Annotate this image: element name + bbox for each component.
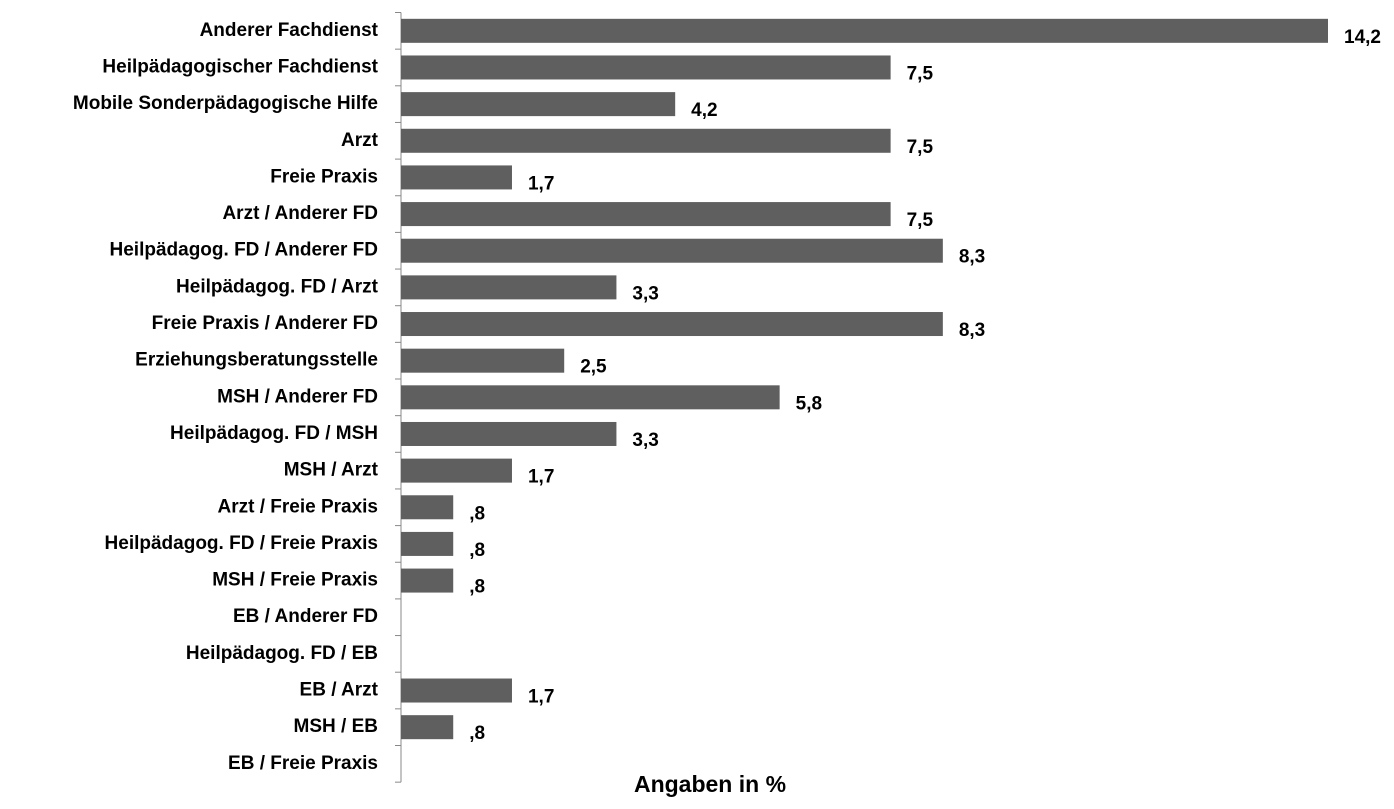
category-label: MSH / Arzt xyxy=(284,460,379,481)
value-label: 14,2 xyxy=(1344,27,1381,48)
category-label: EB / Anderer FD xyxy=(233,606,378,627)
value-label: 5,8 xyxy=(796,393,822,414)
category-label: Heilpädagogischer Fachdienst xyxy=(102,56,378,77)
value-label: 8,3 xyxy=(959,247,985,268)
bar xyxy=(401,165,512,190)
bar xyxy=(401,18,1328,43)
value-label: 7,5 xyxy=(907,210,934,231)
bar xyxy=(401,385,780,410)
value-label: ,8 xyxy=(469,577,485,598)
category-label: MSH / EB xyxy=(294,716,378,737)
bar xyxy=(401,92,676,117)
category-label: Heilpädagog. FD / Freie Praxis xyxy=(105,533,378,554)
category-label: Arzt xyxy=(341,130,379,151)
bar xyxy=(401,678,512,703)
category-label: Arzt / Freie Praxis xyxy=(217,496,378,517)
value-label: 7,5 xyxy=(907,137,934,158)
value-label: ,8 xyxy=(469,503,485,524)
value-label: 7,5 xyxy=(907,63,934,84)
category-label: Mobile Sonderpädagogische Hilfe xyxy=(73,93,378,114)
category-label: EB / Freie Praxis xyxy=(228,753,378,774)
bar xyxy=(401,128,891,153)
category-label: Heilpädagog. FD / Arzt xyxy=(176,276,379,297)
value-label: 1,7 xyxy=(528,687,554,708)
bar xyxy=(401,458,512,483)
category-label: EB / Arzt xyxy=(300,680,379,701)
value-label: 2,5 xyxy=(580,357,607,378)
value-label: 1,7 xyxy=(528,467,554,488)
category-label: MSH / Anderer FD xyxy=(217,386,378,407)
bar xyxy=(401,348,565,373)
bar xyxy=(401,312,943,337)
bar xyxy=(401,495,454,520)
category-label: Freie Praxis xyxy=(270,166,378,187)
value-label: 1,7 xyxy=(528,173,554,194)
category-label: Arzt / Anderer FD xyxy=(222,203,378,224)
value-label: 8,3 xyxy=(959,320,985,341)
bar xyxy=(401,238,943,263)
bar xyxy=(401,568,454,593)
value-label: ,8 xyxy=(469,723,485,744)
bar xyxy=(401,202,891,227)
category-label: Erziehungsberatungsstelle xyxy=(135,350,378,371)
category-label: Freie Praxis / Anderer FD xyxy=(152,313,378,334)
value-label: 3,3 xyxy=(632,283,658,304)
value-label: 3,3 xyxy=(632,430,658,451)
bar xyxy=(401,715,454,740)
bar xyxy=(401,531,454,556)
category-label: MSH / Freie Praxis xyxy=(212,570,378,591)
bar xyxy=(401,421,617,446)
category-label: Anderer Fachdienst xyxy=(200,20,379,41)
value-label: 4,2 xyxy=(691,100,717,121)
category-label: Heilpädagog. FD / Anderer FD xyxy=(110,240,379,261)
category-label: Heilpädagog. FD / EB xyxy=(186,643,378,664)
axis-title: Angaben in % xyxy=(634,771,786,797)
value-label: ,8 xyxy=(469,540,485,561)
bar xyxy=(401,275,617,300)
bar xyxy=(401,55,891,80)
category-label: Heilpädagog. FD / MSH xyxy=(170,423,378,444)
